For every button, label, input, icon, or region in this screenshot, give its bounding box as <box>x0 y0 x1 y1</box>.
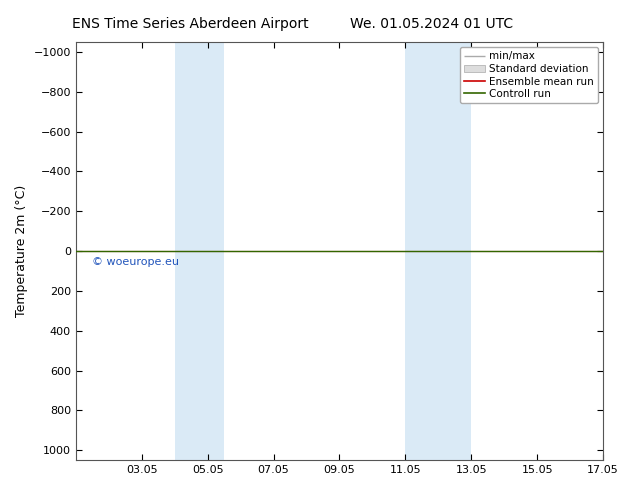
Bar <box>405 42 471 460</box>
Bar <box>174 42 224 460</box>
Text: ENS Time Series Aberdeen Airport: ENS Time Series Aberdeen Airport <box>72 17 309 31</box>
Legend: min/max, Standard deviation, Ensemble mean run, Controll run: min/max, Standard deviation, Ensemble me… <box>460 47 598 103</box>
Y-axis label: Temperature 2m (°C): Temperature 2m (°C) <box>15 185 28 317</box>
Text: © woeurope.eu: © woeurope.eu <box>93 257 179 267</box>
Text: We. 01.05.2024 01 UTC: We. 01.05.2024 01 UTC <box>349 17 513 31</box>
